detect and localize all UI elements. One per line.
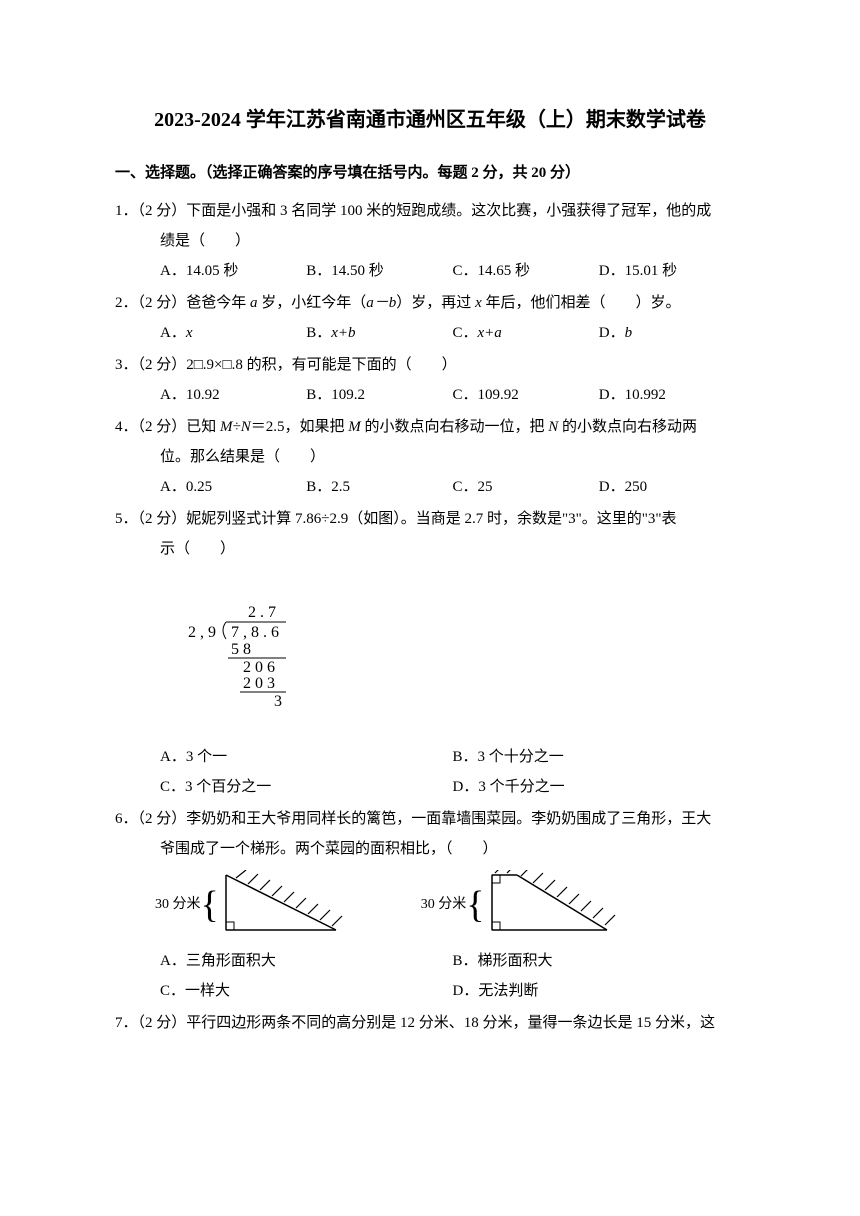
dividend-text: 7 , 8 . 6	[231, 624, 279, 641]
opt-value: x+b	[331, 325, 355, 341]
question-4: 4．（2 分）已知 M÷N＝2.5，如果把 M 的小数点向右移动一位，把 N 的…	[115, 412, 745, 502]
q2-text: 年后，他们相差（ ）岁。	[482, 295, 681, 311]
q1-stem-cont: 绩是（ ）	[115, 226, 745, 256]
label-text: 30 分米	[421, 891, 467, 919]
q3-options: A．10.92 B．109.2 C．109.92 D．10.992	[115, 380, 745, 410]
q6-stem-cont: 爷围成了一个梯形。两个菜园的面积相比，（ ）	[115, 834, 745, 864]
q4-opt-b: B．2.5	[306, 472, 452, 502]
q1-opt-d: D．15.01 秒	[599, 256, 745, 286]
opt-label: D．	[599, 325, 625, 341]
q1-stem: 1．（2 分）下面是小强和 3 名同学 100 米的短跑成绩。这次比赛，小强获得…	[115, 196, 745, 226]
q2-options: A．x B．x+b C．x+a D．b	[115, 318, 745, 348]
q6-stem: 6．（2 分）李奶奶和王大爷用同样长的篱笆，一面靠墙围菜园。李奶奶围成了三角形，…	[115, 804, 745, 834]
q5-stem: 5．（2 分）妮妮列竖式计算 7.86÷2.9（如图）。当商是 2.7 时，余数…	[115, 504, 745, 534]
q3-opt-a: A．10.92	[160, 380, 306, 410]
step2-text: 2 0 6	[243, 659, 275, 676]
opt-label: C．	[453, 325, 478, 341]
q2-text: 岁，小红今年（	[258, 295, 367, 311]
q4-opt-a: A．0.25	[160, 472, 306, 502]
q4-text: 的小数点向右移动两	[558, 419, 697, 435]
remainder-text: 3	[274, 693, 282, 710]
divisor-text: 2 , 9	[188, 624, 216, 641]
q2-opt-d: D．b	[599, 318, 745, 348]
opt-value: b	[625, 325, 633, 341]
q4-text: ＝2.5，如果把	[251, 419, 349, 435]
question-5: 5．（2 分）妮妮列竖式计算 7.86÷2.9（如图）。当商是 2.7 时，余数…	[115, 504, 745, 802]
q5-opt-a: A．3 个一	[160, 742, 453, 772]
question-3: 3．（2 分）2□.9×□.8 的积，有可能是下面的（ ） A．10.92 B．…	[115, 350, 745, 410]
q2-opt-c: C．x+a	[453, 318, 599, 348]
q3-opt-b: B．109.2	[306, 380, 452, 410]
q4-var-m: M	[348, 419, 361, 435]
triangle-label: 30 分米{	[155, 885, 221, 925]
q3-stem: 3．（2 分）2□.9×□.8 的积，有可能是下面的（ ）	[115, 350, 745, 380]
q5-opt-b: B．3 个十分之一	[453, 742, 746, 772]
q6-opt-a: A．三角形面积大	[160, 946, 453, 976]
q4-var-n: N	[548, 419, 558, 435]
opt-label: B．	[306, 325, 331, 341]
q5-stem-cont: 示（ ）	[115, 534, 745, 564]
q2-var-ab: a－b	[366, 295, 396, 311]
q5-options: A．3 个一 B．3 个十分之一 C．3 个百分之一 D．3 个千分之一	[115, 742, 745, 802]
q4-opt-d: D．250	[599, 472, 745, 502]
division-curve	[223, 622, 226, 639]
division-svg: 2 . 7 2 , 9 7 , 8 . 6 5 8 2 0 6 2 0 3 3	[186, 602, 326, 712]
step1-text: 5 8	[231, 641, 251, 658]
q4-opt-c: C．25	[453, 472, 599, 502]
question-1: 1．（2 分）下面是小强和 3 名同学 100 米的短跑成绩。这次比赛，小强获得…	[115, 196, 745, 286]
q6-opt-d: D．无法判断	[453, 976, 746, 1006]
question-2: 2．（2 分）爸爸今年 a 岁，小红今年（a－b）岁，再过 x 年后，他们相差（…	[115, 288, 745, 348]
q1-opt-c: C．14.65 秒	[453, 256, 599, 286]
q2-text: ）岁，再过	[396, 295, 475, 311]
q3-opt-c: C．109.92	[453, 380, 599, 410]
q2-var-a: a	[250, 295, 258, 311]
opt-value: x	[186, 325, 193, 341]
q4-text: 的小数点向右移动一位，把	[361, 419, 549, 435]
triangle-diagram: 30 分米{	[155, 870, 351, 940]
q6-opt-b: B．梯形面积大	[453, 946, 746, 976]
q1-opt-a: A．14.05 秒	[160, 256, 306, 286]
question-6: 6．（2 分）李奶奶和王大爷用同样长的篱笆，一面靠墙围菜园。李奶奶围成了三角形，…	[115, 804, 745, 1006]
triangle-svg	[221, 870, 351, 940]
q4-text: 4．（2 分）已知	[115, 419, 220, 435]
q4-stem: 4．（2 分）已知 M÷N＝2.5，如果把 M 的小数点向右移动一位，把 N 的…	[115, 412, 745, 442]
q7-stem: 7．（2 分）平行四边形两条不同的高分别是 12 分米、18 分米，量得一条边长…	[115, 1008, 745, 1038]
brace-icon: {	[201, 885, 219, 925]
trapezoid-label: 30 分米{	[421, 885, 487, 925]
section-header: 一、选择题。（选择正确答案的序号填在括号内。每题 2 分，共 20 分）	[115, 158, 745, 188]
q2-stem: 2．（2 分）爸爸今年 a 岁，小红今年（a－b）岁，再过 x 年后，他们相差（…	[115, 288, 745, 318]
q3-opt-d: D．10.992	[599, 380, 745, 410]
opt-label: A．	[160, 325, 186, 341]
quotient-text: 2 . 7	[248, 604, 276, 621]
label-text: 30 分米	[155, 891, 201, 919]
trapezoid-svg	[487, 870, 627, 940]
q5-opt-c: C．3 个百分之一	[160, 772, 453, 802]
q6-opt-c: C．一样大	[160, 976, 453, 1006]
trapezoid-diagram: 30 分米{	[421, 870, 627, 940]
q5-opt-d: D．3 个千分之一	[453, 772, 746, 802]
q2-var-x: x	[475, 295, 482, 311]
q6-options: A．三角形面积大 B．梯形面积大 C．一样大 D．无法判断	[115, 946, 745, 1006]
long-division-diagram: 2 . 7 2 , 9 7 , 8 . 6 5 8 2 0 6 2 0 3 3	[115, 584, 745, 736]
step3-text: 2 0 3	[243, 675, 275, 692]
q1-options: A．14.05 秒 B．14.50 秒 C．14.65 秒 D．15.01 秒	[115, 256, 745, 286]
brace-icon: {	[466, 885, 484, 925]
exam-title: 2023-2024 学年江苏省南通市通州区五年级（上）期末数学试卷	[115, 100, 745, 140]
q4-options: A．0.25 B．2.5 C．25 D．250	[115, 472, 745, 502]
q2-opt-b: B．x+b	[306, 318, 452, 348]
q4-stem-cont: 位。那么结果是（ ）	[115, 442, 745, 472]
q2-text: 2．（2 分）爸爸今年	[115, 295, 250, 311]
q2-opt-a: A．x	[160, 318, 306, 348]
opt-value: x+a	[478, 325, 502, 341]
question-7: 7．（2 分）平行四边形两条不同的高分别是 12 分米、18 分米，量得一条边长…	[115, 1008, 745, 1038]
q4-var-mn: M÷N	[220, 419, 251, 435]
q1-opt-b: B．14.50 秒	[306, 256, 452, 286]
q6-diagrams: 30 分米{ 30 分米{	[115, 870, 745, 940]
